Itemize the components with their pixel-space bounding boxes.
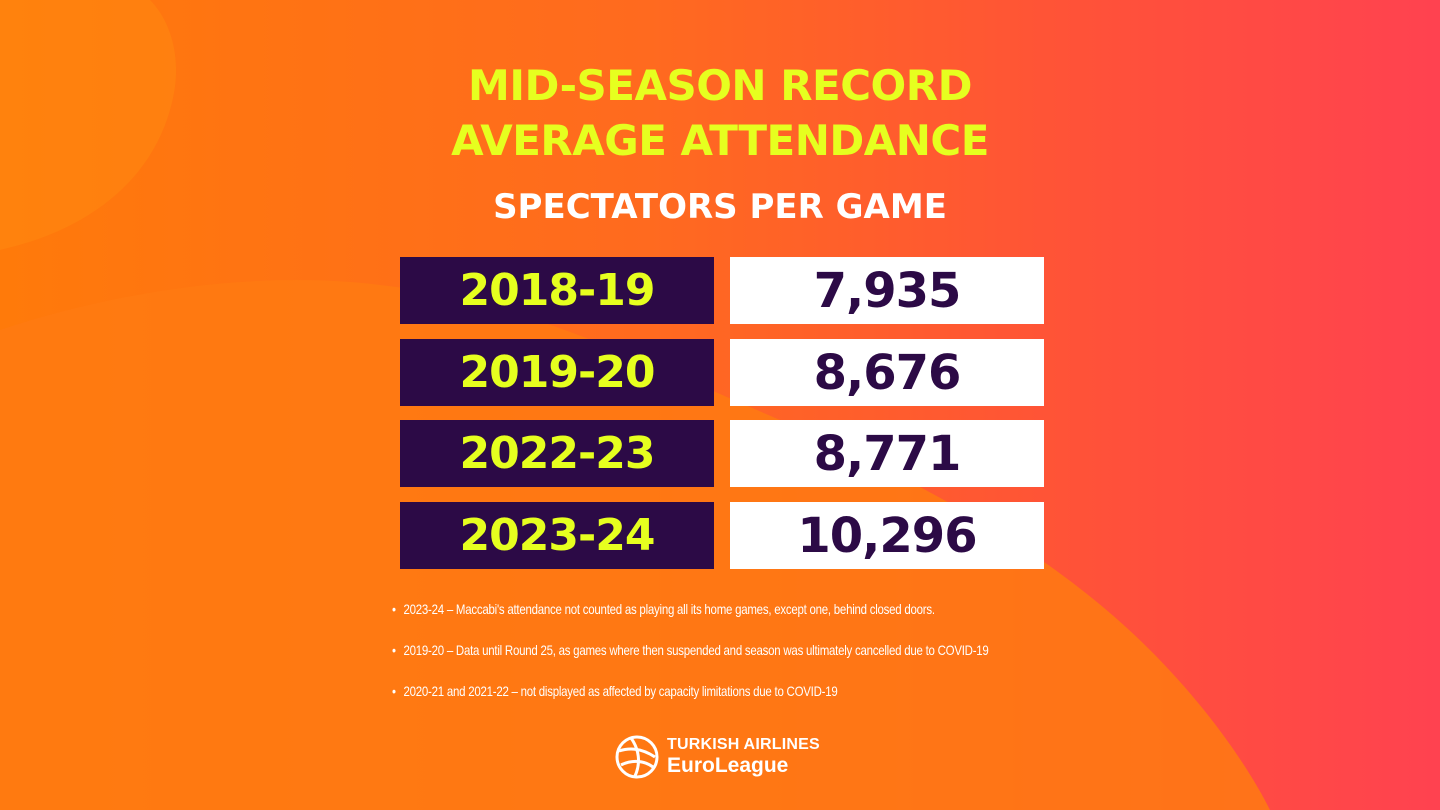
title-line-1: MID-SEASON RECORD — [468, 61, 972, 110]
chart-title: MID-SEASON RECORD AVERAGE ATTENDANCE — [0, 58, 1440, 168]
footnote-item: 2020-21 and 2021-22 – not displayed as a… — [392, 680, 989, 721]
euroleague-logo: TURKISH AIRLINES EuroLeague — [615, 735, 845, 781]
logo-airline-text: TURKISH AIRLINES — [667, 736, 820, 753]
footnote-item: 2019-20 – Data until Round 25, as games … — [392, 639, 989, 680]
basketball-logo-icon — [615, 735, 659, 779]
footnote-item: 2023-24 – Maccabi's attendance not count… — [392, 598, 989, 639]
chart-subtitle: SPECTATORS PER GAME — [493, 187, 947, 227]
title-line-2: AVERAGE ATTENDANCE — [451, 116, 989, 165]
footnotes-list: 2023-24 – Maccabi's attendance not count… — [392, 598, 1120, 721]
logo-league-text: EuroLeague — [667, 754, 789, 777]
